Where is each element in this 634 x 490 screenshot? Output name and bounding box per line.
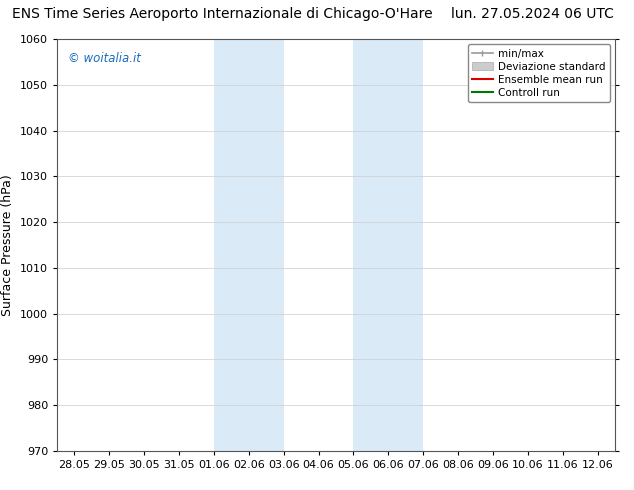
- Text: © woitalia.it: © woitalia.it: [68, 51, 141, 65]
- Y-axis label: Surface Pressure (hPa): Surface Pressure (hPa): [1, 174, 15, 316]
- Legend: min/max, Deviazione standard, Ensemble mean run, Controll run: min/max, Deviazione standard, Ensemble m…: [468, 45, 610, 102]
- Bar: [214, 39, 284, 451]
- Bar: [354, 39, 424, 451]
- Text: ENS Time Series Aeroporto Internazionale di Chicago-O'Hare: ENS Time Series Aeroporto Internazionale…: [11, 7, 432, 22]
- Text: lun. 27.05.2024 06 UTC: lun. 27.05.2024 06 UTC: [451, 7, 614, 22]
